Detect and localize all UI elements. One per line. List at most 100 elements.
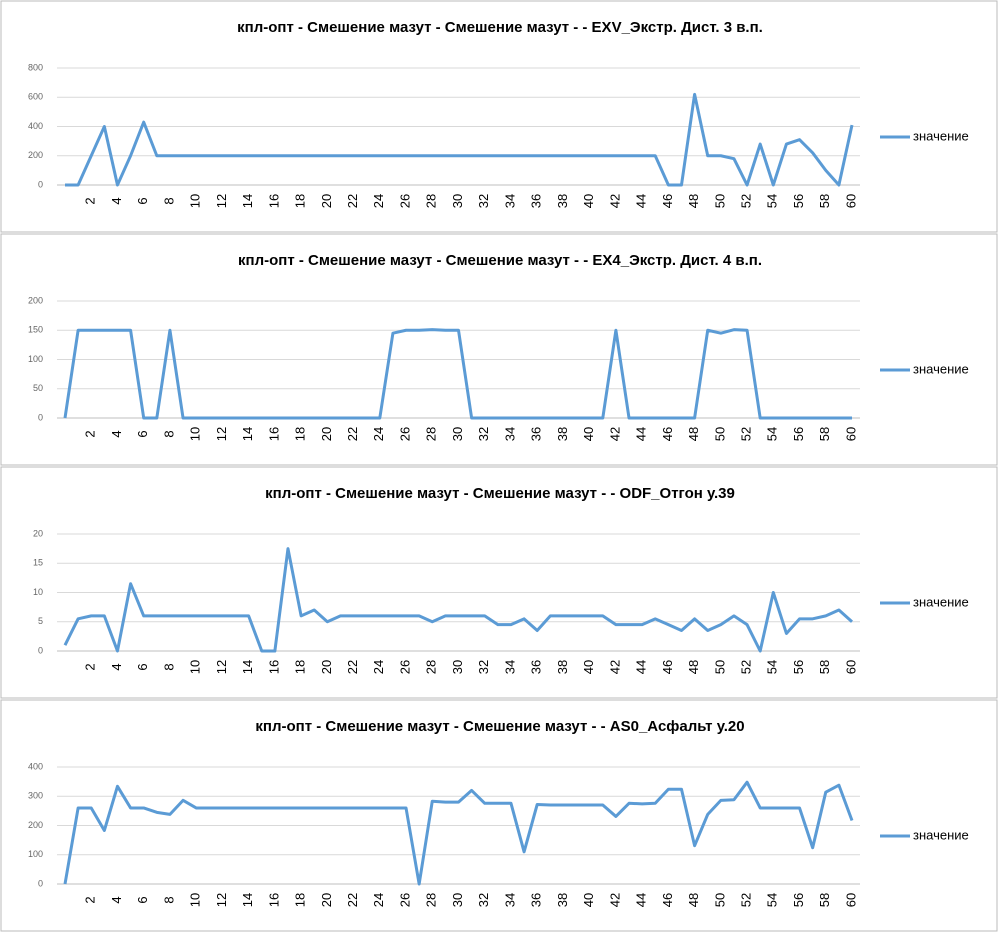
chart-title: кпл-опт - Смешение мазут - Смешение мазу… [237, 19, 763, 36]
y-tick-label: 100 [28, 354, 43, 364]
panel-frame [0, 466, 998, 699]
x-tick-label: 16 [266, 893, 281, 907]
x-tick-label: 28 [424, 893, 439, 907]
x-tick-label: 54 [765, 194, 780, 208]
x-tick-label: 4 [109, 663, 124, 670]
x-tick-label: 10 [188, 893, 203, 907]
x-tick-label: 12 [214, 194, 229, 208]
x-tick-label: 60 [843, 893, 858, 907]
y-tick-label: 0 [38, 179, 43, 189]
x-tick-label: 50 [712, 427, 727, 441]
x-tick-label: 34 [502, 427, 517, 441]
x-tick-label: 24 [371, 427, 386, 441]
panel-frame [0, 233, 998, 466]
x-tick-label: 58 [817, 893, 832, 907]
x-tick-label: 50 [712, 194, 727, 208]
x-tick-label: 58 [817, 660, 832, 674]
x-tick-label: 18 [293, 893, 308, 907]
panel-frame [0, 0, 998, 233]
x-tick-label: 32 [476, 194, 491, 208]
data-line [63, 328, 852, 420]
y-tick-label: 150 [28, 325, 43, 335]
y-tick-label: 300 [28, 791, 43, 801]
x-tick-label: 60 [843, 427, 858, 441]
x-tick-label: 10 [188, 194, 203, 208]
x-tick-label: 26 [397, 893, 412, 907]
x-tick-label: 46 [660, 194, 675, 208]
x-tick-label: 20 [319, 194, 334, 208]
chart-title: кпл-опт - Смешение мазут - Смешение мазу… [238, 252, 762, 269]
x-tick-label: 52 [739, 893, 754, 907]
y-tick-label: 0 [38, 645, 43, 655]
x-tick-label: 22 [345, 427, 360, 441]
x-tick-label: 36 [529, 194, 544, 208]
x-tick-label: 50 [712, 660, 727, 674]
x-tick-label: 52 [739, 427, 754, 441]
x-tick-label: 46 [660, 427, 675, 441]
x-tick-label: 40 [581, 427, 596, 441]
x-tick-label: 44 [634, 194, 649, 208]
x-tick-label: 24 [371, 893, 386, 907]
y-tick-label: 600 [28, 92, 43, 102]
x-tick-label: 52 [739, 660, 754, 674]
panel-frame [0, 699, 998, 932]
x-tick-label: 14 [240, 893, 255, 907]
x-tick-label: 38 [555, 427, 570, 441]
x-tick-label: 56 [791, 660, 806, 674]
x-tick-label: 4 [109, 197, 124, 204]
chart-title: кпл-опт - Смешение мазут - Смешение мазу… [255, 718, 744, 735]
data-line [65, 92, 854, 187]
x-tick-label: 18 [293, 427, 308, 441]
y-tick-label: 200 [28, 820, 43, 830]
chart-panel: кпл-опт - Смешение мазут - Смешение мазу… [0, 699, 998, 932]
legend-label: значение [913, 594, 969, 609]
y-tick-label: 15 [33, 558, 43, 568]
x-tick-label: 44 [634, 427, 649, 441]
x-tick-label: 14 [240, 427, 255, 441]
x-tick-label: 10 [188, 660, 203, 674]
x-tick-label: 42 [607, 194, 622, 208]
y-tick-label: 0 [38, 878, 43, 888]
x-tick-label: 6 [135, 197, 150, 204]
chart-title: кпл-опт - Смешение мазут - Смешение мазу… [265, 485, 735, 502]
x-tick-label: 44 [634, 893, 649, 907]
x-tick-label: 54 [765, 660, 780, 674]
x-tick-label: 40 [581, 660, 596, 674]
chart-panel: кпл-опт - Смешение мазут - Смешение мазу… [0, 466, 998, 699]
x-tick-label: 56 [791, 427, 806, 441]
x-tick-label: 12 [214, 660, 229, 674]
y-tick-label: 10 [33, 587, 43, 597]
x-tick-label: 42 [607, 660, 622, 674]
x-tick-label: 18 [293, 660, 308, 674]
x-tick-label: 26 [397, 194, 412, 208]
data-line [63, 780, 854, 886]
x-tick-label: 28 [424, 194, 439, 208]
y-tick-label: 200 [28, 150, 43, 160]
x-tick-label: 2 [83, 663, 98, 670]
x-tick-label: 18 [293, 194, 308, 208]
x-tick-label: 16 [266, 194, 281, 208]
x-tick-label: 2 [83, 430, 98, 437]
x-tick-label: 8 [161, 197, 176, 204]
x-tick-label: 20 [319, 427, 334, 441]
x-tick-label: 48 [686, 194, 701, 208]
x-tick-label: 48 [686, 427, 701, 441]
x-tick-label: 50 [712, 893, 727, 907]
x-tick-label: 60 [843, 194, 858, 208]
x-tick-label: 26 [397, 660, 412, 674]
legend-label: значение [913, 128, 969, 143]
data-line [63, 547, 853, 653]
x-tick-label: 2 [83, 197, 98, 204]
x-tick-label: 22 [345, 194, 360, 208]
x-tick-label: 20 [319, 893, 334, 907]
x-tick-label: 8 [161, 663, 176, 670]
x-tick-label: 24 [371, 660, 386, 674]
legend-label: значение [913, 827, 969, 842]
x-tick-label: 16 [266, 427, 281, 441]
x-tick-label: 48 [686, 893, 701, 907]
y-tick-label: 100 [28, 849, 43, 859]
x-tick-label: 52 [739, 194, 754, 208]
x-tick-label: 8 [161, 430, 176, 437]
y-tick-label: 400 [28, 121, 43, 131]
